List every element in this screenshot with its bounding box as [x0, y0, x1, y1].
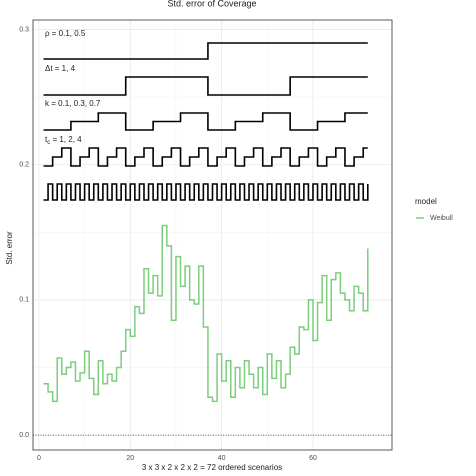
design-ladder: [43, 183, 369, 201]
design-label: ρ = 0.1, 0.5: [45, 29, 86, 38]
x-tick-label: 40: [218, 455, 226, 462]
x-tick-label: 60: [309, 455, 317, 462]
design-label: Δt = 1, 4: [45, 64, 76, 73]
step-line: [43, 224, 369, 403]
chart-title: Std. error of Coverage: [167, 0, 256, 8]
y-tick-label: 0.1: [19, 297, 29, 304]
design-label-part: = 1, 2, 4: [50, 135, 82, 144]
x-axis-title: 3 x 3 x 2 x 2 x 2 = 72 ordered scenarios: [142, 463, 282, 472]
design-label: k = 0.1, 0.3, 0.7: [45, 99, 101, 108]
legend-title: model: [415, 197, 437, 206]
design-ladder: [43, 112, 368, 131]
panel-border: [32, 19, 393, 451]
x-tick-label: 0: [37, 455, 41, 462]
y-tick-label: 0.2: [19, 162, 29, 169]
y-tick-label: 0.3: [19, 26, 29, 33]
design-label-part: t: [45, 135, 48, 144]
design-ladder: [43, 76, 368, 96]
plot-panel: [33, 20, 392, 450]
x-tick-label: 20: [126, 455, 134, 462]
design-label-part: c: [47, 140, 50, 146]
legend-label: Weibull: [430, 215, 453, 222]
y-axis-title: Std. error: [5, 231, 14, 265]
y-tick-label: 0.0: [19, 432, 29, 439]
design-label: tc = 1, 2, 4: [45, 135, 82, 145]
design-ladder: [43, 147, 368, 167]
design-ladder: [43, 42, 368, 60]
